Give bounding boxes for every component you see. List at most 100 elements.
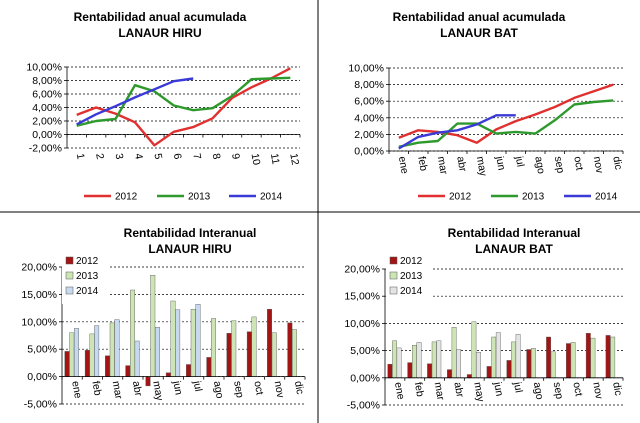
bar-2013 — [570, 342, 576, 378]
x-tick-label: dic — [292, 380, 306, 395]
x-tick-label: nov — [590, 381, 605, 400]
y-tick-label: 2,00% — [32, 116, 62, 128]
legend-swatch-2012 — [389, 256, 398, 265]
x-tick-label: mar — [435, 155, 450, 175]
y-tick-label: 15,00% — [21, 289, 57, 301]
x-tick-label: 9 — [229, 152, 242, 160]
bar-2012 — [64, 351, 70, 377]
x-tick-label: ago — [532, 155, 547, 174]
chart-title: Rentabilidad anual acumulada — [393, 10, 566, 24]
bar-2012 — [486, 366, 492, 378]
x-tick-label: may — [150, 380, 165, 402]
x-tick-label: abr — [130, 380, 145, 398]
y-tick-label: 10,00% — [21, 316, 57, 328]
y-tick-label: -2,00% — [29, 143, 62, 155]
chart-hiru-anual: Rentabilidad anual acumulada LANAUR HIRU… — [26, 10, 301, 203]
x-tick-label: dic — [610, 381, 624, 396]
y-tick-label: 8,00% — [354, 79, 384, 91]
bar-2013 — [590, 337, 596, 378]
y-tick-label: 0,00% — [350, 372, 380, 384]
bar-2013 — [550, 351, 556, 378]
legend-swatch-2014 — [389, 286, 398, 295]
legend-label: 2014 — [595, 192, 618, 203]
x-tick-label: dic — [610, 155, 624, 170]
bar-2012 — [566, 343, 571, 378]
x-tick-label: 5 — [151, 152, 164, 160]
bar-2013 — [109, 322, 115, 377]
bar-2014 — [476, 351, 481, 378]
bar-2013 — [89, 333, 95, 377]
y-tick-label: 8,00% — [32, 75, 62, 87]
x-tick-label: 6 — [171, 152, 184, 160]
chart-hiru-interanual: Rentabilidad Interanual LANAUR HIRU -5,0… — [21, 226, 306, 411]
bar-2012 — [226, 333, 232, 377]
legend-label: 2013 — [188, 192, 211, 203]
chart-panel-hiru-anual: Rentabilidad anual acumulada LANAUR HIRU… — [0, 0, 318, 212]
legend-swatch-2013 — [65, 271, 74, 280]
bar-2014 — [94, 325, 100, 377]
legend-label: 2013 — [522, 192, 545, 203]
y-tick-label: 4,00% — [354, 112, 384, 124]
y-tick-label: -5,00% — [24, 399, 57, 411]
legend-label: 2013 — [400, 271, 423, 282]
bar-2013 — [69, 332, 75, 377]
x-tick-label: ene — [69, 380, 84, 399]
chart-title: Rentabilidad anual acumulada — [74, 10, 247, 24]
y-tick-label: 2,00% — [354, 129, 384, 141]
x-tick-label: feb — [412, 381, 426, 398]
x-tick-label: 11 — [268, 152, 282, 165]
x-tick-label: jun — [493, 154, 507, 171]
bar-2012 — [427, 363, 433, 378]
y-tick-label: 20,00% — [21, 262, 57, 274]
x-tick-label: oct — [570, 381, 584, 397]
legend-label: 2012 — [400, 256, 423, 267]
bar-2013 — [190, 308, 196, 377]
bar-2013 — [392, 340, 398, 379]
bar-2012 — [447, 369, 452, 379]
x-tick-label: sep — [231, 380, 246, 399]
x-tick-label: ene — [396, 155, 411, 174]
y-tick-label: 10,00% — [344, 318, 380, 330]
bar-2012 — [186, 364, 192, 377]
bar-2013 — [271, 332, 277, 377]
bar-2012 — [605, 335, 611, 379]
bar-2012 — [206, 357, 212, 377]
chart-subtitle: LANAUR HIRU — [118, 26, 201, 40]
series-line-2012 — [76, 67, 291, 147]
bar-2012 — [145, 376, 151, 387]
x-tick-label: 8 — [210, 152, 223, 160]
bar-2014 — [495, 332, 501, 378]
x-tick-label: 7 — [190, 152, 203, 160]
legend-swatch-2014 — [65, 286, 74, 295]
legend-swatch-2012 — [65, 256, 74, 265]
legend-label: 2012 — [76, 256, 99, 267]
x-tick-label: sep — [551, 381, 566, 400]
bar-2013 — [231, 320, 237, 377]
x-tick-label: oct — [571, 155, 585, 171]
legend-label: 2014 — [76, 286, 99, 297]
x-tick-label: nov — [591, 155, 606, 174]
x-tick-label: jul — [511, 380, 525, 393]
chart-panel-bat-anual: Rentabilidad anual acumulada LANAUR BAT … — [319, 0, 640, 212]
y-tick-label: 15,00% — [344, 291, 380, 303]
x-tick-label: 4 — [132, 152, 145, 160]
chart-subtitle: LANAUR BAT — [475, 242, 553, 256]
x-tick-label: sep — [552, 155, 567, 174]
bar-2014 — [396, 347, 402, 378]
x-tick-label: nov — [272, 380, 287, 399]
bar-2014 — [456, 349, 461, 378]
y-tick-label: 10,00% — [348, 63, 384, 75]
bar-2013 — [491, 336, 497, 378]
series-line-2012 — [398, 83, 614, 144]
x-tick-label: may — [471, 381, 486, 403]
series-line-2013 — [398, 99, 614, 148]
bar-2013 — [471, 321, 477, 379]
x-tick-label: jun — [170, 379, 184, 396]
y-tick-label: 0,00% — [32, 129, 62, 141]
bar-2012 — [466, 374, 472, 378]
bar-2014 — [73, 328, 79, 377]
x-tick-label: feb — [415, 155, 429, 172]
y-tick-label: -5,00% — [347, 400, 380, 412]
bar-2012 — [546, 336, 551, 378]
bar-2013 — [130, 289, 136, 377]
